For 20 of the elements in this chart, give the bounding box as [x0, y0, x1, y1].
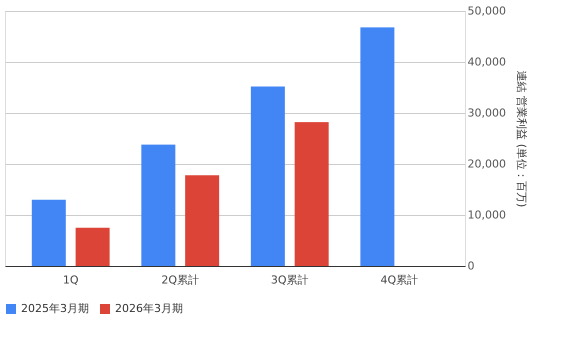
bar	[185, 175, 220, 266]
y-axis-title: 連結 営業利益 (単位：百万)	[514, 70, 528, 208]
x-tick-label: 1Q	[62, 274, 79, 286]
y-tick-label: 30,000	[468, 106, 506, 120]
bar	[141, 144, 176, 266]
legend-label: 2026年3月期	[115, 302, 183, 315]
bar	[360, 27, 394, 266]
x-tick-label: 2Q累計	[161, 274, 200, 286]
x-tick-label: 3Q累計	[270, 274, 309, 286]
bar	[294, 122, 329, 266]
bar	[32, 200, 66, 266]
y-tick-label: 10,000	[468, 208, 506, 222]
bar	[250, 86, 285, 266]
bar	[76, 228, 110, 266]
legend-label: 2025年3月期	[21, 302, 89, 315]
y-tick-label: 0	[468, 260, 474, 272]
x-tick-label: 4Q累計	[380, 274, 418, 286]
y-tick-label: 50,000	[468, 4, 506, 18]
y-tick-label: 20,000	[468, 158, 506, 170]
y-tick-label: 40,000	[468, 56, 506, 68]
